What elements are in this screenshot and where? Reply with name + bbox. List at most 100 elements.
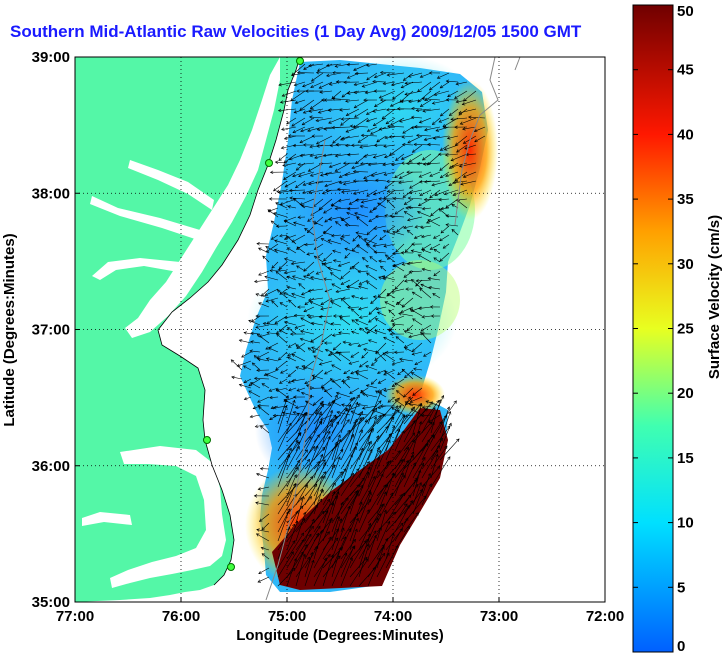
velocity-arrow-head [248, 390, 252, 394]
velocity-arrow [376, 512, 396, 533]
velocity-arrow [403, 512, 419, 533]
velocity-arrow-head [263, 372, 268, 377]
velocity-arrow-head [439, 85, 444, 89]
velocity-arrow [291, 378, 306, 382]
velocity-arrow [372, 108, 387, 112]
velocity-arrow-head [308, 394, 312, 399]
velocity-arrow [358, 492, 372, 524]
velocity-arrow [273, 180, 288, 192]
velocity-arrow-head [243, 331, 247, 335]
velocity-arrow [277, 448, 292, 479]
velocity-arrow-head [394, 399, 399, 403]
velocity-arrow-head [338, 174, 343, 178]
velocity-arrow [304, 498, 322, 524]
velocity-arrow-head [346, 75, 351, 79]
velocity-arrow-head [421, 405, 426, 409]
velocity-arrow-head [283, 257, 288, 262]
velocity-arrow [340, 506, 350, 533]
velocity-arrow-head [318, 362, 323, 366]
velocity-arrow-head [327, 353, 332, 357]
velocity-arrow [304, 518, 315, 542]
velocity-arrow [413, 368, 423, 371]
velocity-arrow [396, 225, 405, 233]
velocity-arrow-head [340, 137, 344, 141]
velocity-arrow [269, 396, 279, 399]
velocity-arrow [407, 135, 423, 144]
velocity-arrow [399, 358, 414, 362]
velocity-arrow [304, 545, 319, 569]
velocity-arrow [258, 486, 270, 490]
velocity-arrow [394, 382, 405, 389]
velocity-arrow-head [428, 483, 432, 487]
velocity-arrow-head [383, 509, 387, 514]
velocity-arrow-head [403, 225, 407, 230]
velocity-arrow-head [299, 337, 304, 342]
velocity-arrow [367, 450, 381, 470]
velocity-arrow-head [318, 315, 323, 319]
velocity-arrow [348, 360, 360, 365]
velocity-arrow [408, 72, 423, 77]
velocity-arrow-head [411, 439, 415, 444]
velocity-arrow [373, 225, 387, 230]
velocity-arrow [408, 197, 423, 200]
velocity-arrow [336, 392, 351, 398]
velocity-arrow-head [365, 538, 370, 543]
velocity-arrow-head [407, 396, 411, 400]
velocity-arrow [273, 405, 288, 409]
velocity-arrow [375, 318, 387, 326]
velocity-arrow [421, 450, 439, 479]
velocity-arrow [367, 435, 379, 461]
velocity-arrow [374, 330, 387, 335]
velocity-arrow-head [283, 399, 288, 403]
velocity-arrow-head [359, 327, 363, 331]
velocity-arrow-head [438, 421, 442, 425]
velocity-arrow [304, 533, 319, 560]
velocity-arrow-head [408, 334, 412, 339]
velocity-arrow-head [300, 204, 305, 208]
velocity-arrow-head [391, 383, 396, 388]
velocity-arrow [351, 319, 360, 326]
velocity-arrow-head [296, 89, 300, 93]
velocity-arrow-head [427, 219, 431, 223]
velocity-arrow-head [326, 498, 331, 503]
velocity-arrow-head [359, 204, 364, 209]
velocity-arrow-head [290, 551, 294, 555]
velocity-arrow [414, 225, 423, 228]
velocity-arrow-head [373, 250, 377, 254]
velocity-arrow-head [331, 364, 335, 368]
velocity-arrow [456, 199, 468, 209]
velocity-arrow-head [408, 270, 412, 274]
velocity-arrow-head [407, 402, 412, 406]
velocity-arrow-head [342, 340, 346, 345]
tributary-river [82, 512, 132, 526]
velocity-arrow-head [336, 491, 340, 495]
velocity-arrow [379, 126, 396, 130]
velocity-arrow [266, 358, 279, 362]
velocity-arrow-head [411, 149, 416, 153]
velocity-arrow [371, 360, 378, 366]
velocity-arrow-head [294, 100, 299, 105]
velocity-arrow [374, 251, 387, 254]
velocity-arrow [266, 332, 279, 335]
velocity-arrow-head [411, 291, 416, 295]
velocity-arrow [328, 117, 342, 124]
velocity-arrow-head [374, 318, 379, 322]
velocity-arrow-head [265, 373, 270, 377]
velocity-arrow-head [458, 110, 462, 115]
velocity-arrow [354, 81, 369, 86]
velocity-arrow-head [344, 552, 348, 557]
velocity-arrow [279, 378, 288, 384]
velocity-arrow [310, 153, 324, 157]
velocity-arrow [279, 329, 288, 335]
velocity-arrow [303, 261, 315, 272]
velocity-arrow-head [356, 403, 361, 407]
velocity-arrow [427, 144, 441, 146]
velocity-arrow [364, 179, 378, 182]
velocity-arrow-head [420, 225, 424, 229]
velocity-arrow-head [310, 476, 314, 480]
high-velocity-zone [272, 408, 448, 590]
velocity-arrow [349, 558, 369, 587]
velocity-arrow-head [441, 394, 445, 399]
velocity-arrow [313, 396, 324, 406]
